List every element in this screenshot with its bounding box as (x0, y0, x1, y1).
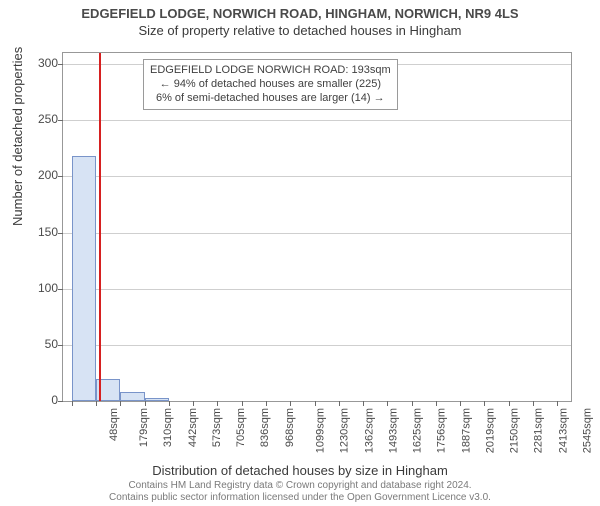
ytick-mark (58, 120, 63, 121)
ytick-mark (58, 64, 63, 65)
xtick-mark (484, 401, 485, 406)
xtick-mark (193, 401, 194, 406)
gridline (63, 120, 571, 121)
xtick-mark (387, 401, 388, 406)
xtick-label: 1362sqm (363, 408, 375, 453)
xtick-label: 1756sqm (436, 408, 448, 453)
xtick-mark (412, 401, 413, 406)
xtick-label: 442sqm (187, 408, 199, 447)
annotation-box: EDGEFIELD LODGE NORWICH ROAD: 193sqm← 94… (143, 59, 398, 110)
xtick-label: 573sqm (211, 408, 223, 447)
histogram-bar (72, 156, 96, 401)
footer-line2: Contains public sector information licen… (0, 492, 600, 504)
xtick-label: 2413sqm (557, 408, 569, 453)
xtick-label: 968sqm (284, 408, 296, 447)
xtick-label: 836sqm (260, 408, 272, 447)
xtick-mark (533, 401, 534, 406)
histogram-bar (120, 392, 144, 401)
xtick-mark (436, 401, 437, 406)
xtick-label: 2281sqm (533, 408, 545, 453)
plot-area: EDGEFIELD LODGE NORWICH ROAD: 193sqm← 94… (62, 52, 572, 402)
xtick-mark (509, 401, 510, 406)
gridline (63, 233, 571, 234)
ytick-label: 200 (18, 168, 58, 182)
xtick-mark (315, 401, 316, 406)
xtick-mark (169, 401, 170, 406)
xtick-mark (290, 401, 291, 406)
ytick-mark (58, 345, 63, 346)
xtick-mark (266, 401, 267, 406)
ytick-label: 50 (18, 337, 58, 351)
xtick-label: 1625sqm (411, 408, 423, 453)
xtick-mark (339, 401, 340, 406)
xtick-label: 1887sqm (460, 408, 472, 453)
chart-title-line2: Size of property relative to detached ho… (0, 23, 600, 38)
gridline (63, 176, 571, 177)
xtick-label: 705sqm (235, 408, 247, 447)
xtick-label: 48sqm (108, 408, 120, 441)
xtick-label: 310sqm (162, 408, 174, 447)
xtick-label: 2150sqm (508, 408, 520, 453)
footer-attribution: Contains HM Land Registry data © Crown c… (0, 480, 600, 504)
annotation-line1: EDGEFIELD LODGE NORWICH ROAD: 193sqm (150, 64, 391, 78)
xtick-label: 1230sqm (338, 408, 350, 453)
ytick-mark (58, 289, 63, 290)
xtick-mark (363, 401, 364, 406)
ytick-label: 100 (18, 281, 58, 295)
annotation-line3: 6% of semi-detached houses are larger (1… (150, 92, 391, 106)
xtick-label: 2019sqm (484, 408, 496, 453)
gridline (63, 289, 571, 290)
xtick-label: 179sqm (138, 408, 150, 447)
xtick-mark (242, 401, 243, 406)
y-axis-label: Number of detached properties (10, 47, 25, 226)
ytick-mark (58, 233, 63, 234)
xtick-mark (217, 401, 218, 406)
xtick-mark (557, 401, 558, 406)
ytick-label: 0 (18, 393, 58, 407)
xtick-label: 1099sqm (314, 408, 326, 453)
xtick-mark (72, 401, 73, 406)
annotation-line2: ← 94% of detached houses are smaller (22… (150, 78, 391, 92)
ytick-mark (58, 176, 63, 177)
x-axis-label: Distribution of detached houses by size … (0, 463, 600, 478)
xtick-mark (120, 401, 121, 406)
histogram-bar (145, 398, 169, 401)
ytick-label: 250 (18, 112, 58, 126)
ytick-label: 150 (18, 225, 58, 239)
reference-line (99, 53, 101, 401)
xtick-mark (96, 401, 97, 406)
gridline (63, 345, 571, 346)
ytick-label: 300 (18, 56, 58, 70)
xtick-label: 2545sqm (581, 408, 593, 453)
chart-title-line1: EDGEFIELD LODGE, NORWICH ROAD, HINGHAM, … (0, 6, 600, 21)
footer-line1: Contains HM Land Registry data © Crown c… (0, 480, 600, 492)
xtick-label: 1493sqm (387, 408, 399, 453)
ytick-mark (58, 401, 63, 402)
plot-container: EDGEFIELD LODGE NORWICH ROAD: 193sqm← 94… (62, 52, 572, 402)
xtick-mark (460, 401, 461, 406)
xtick-mark (145, 401, 146, 406)
